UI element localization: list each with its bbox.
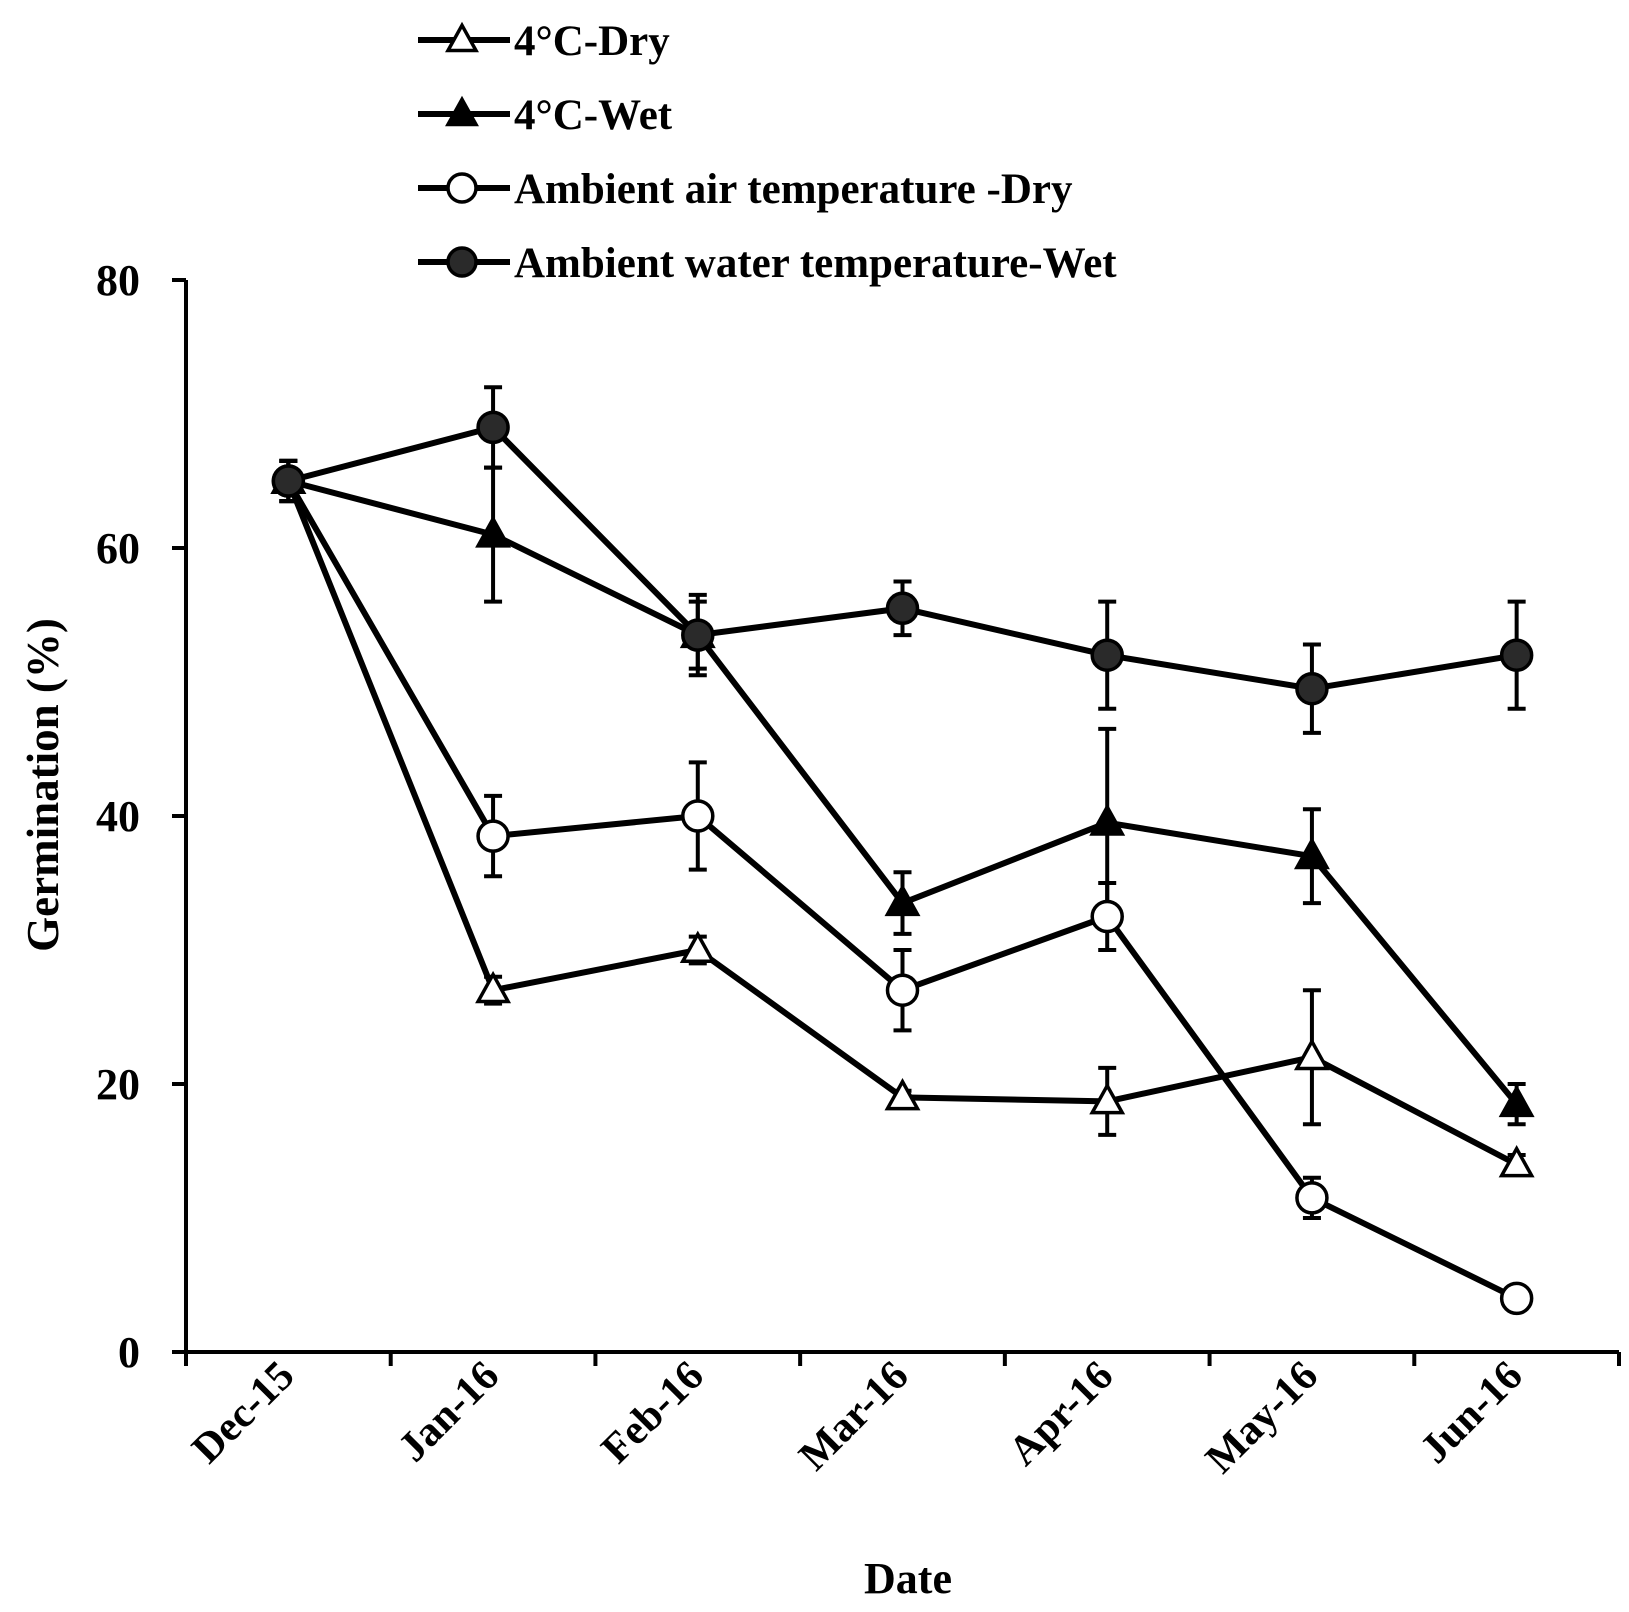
data-point bbox=[884, 883, 921, 917]
data-point bbox=[271, 464, 306, 498]
data-point bbox=[1089, 803, 1126, 836]
x-tick-label: Feb-16 bbox=[593, 1353, 713, 1473]
data-point bbox=[1090, 899, 1124, 934]
series-3 bbox=[271, 385, 1534, 735]
data-point bbox=[475, 970, 512, 1004]
y-tick-label: 40 bbox=[96, 792, 140, 841]
legend-item: 4°C-Wet bbox=[418, 92, 673, 139]
data-point bbox=[1498, 1145, 1535, 1178]
data-point bbox=[885, 591, 920, 626]
data-point bbox=[475, 515, 512, 548]
data-point bbox=[1498, 1084, 1535, 1118]
legend-item: Ambient air temperature -Dry bbox=[418, 166, 1073, 213]
y-tick-label: 20 bbox=[96, 1060, 140, 1109]
series-0 bbox=[270, 458, 1535, 1178]
data-point bbox=[885, 973, 920, 1007]
data-point bbox=[1499, 1281, 1534, 1316]
legend-item: 4°C-Dry bbox=[418, 18, 670, 65]
data-point bbox=[884, 1078, 921, 1111]
series-line bbox=[287, 424, 1518, 692]
legend-item: Ambient water temperature-Wet bbox=[418, 240, 1117, 287]
series-group bbox=[270, 385, 1535, 1316]
legend-marker bbox=[446, 246, 478, 278]
axes bbox=[184, 280, 1619, 1354]
legend-marker bbox=[446, 172, 478, 204]
legend-label: 4°C-Wet bbox=[514, 92, 673, 139]
legend-marker bbox=[445, 21, 479, 53]
data-point bbox=[1295, 671, 1329, 706]
data-point bbox=[1499, 638, 1534, 672]
y-ticks: 0 20 40 60 80 bbox=[96, 256, 186, 1377]
y-tick-label: 0 bbox=[118, 1328, 140, 1377]
data-point bbox=[681, 799, 715, 833]
legend-marker bbox=[445, 95, 479, 127]
data-point bbox=[679, 930, 716, 963]
data-point bbox=[681, 618, 715, 652]
data-point bbox=[1295, 1181, 1329, 1215]
data-point bbox=[1090, 638, 1124, 672]
x-tick-label: May-16 bbox=[1197, 1353, 1327, 1483]
legend: 4°C-Dry 4°C-Wet Ambient air temperature -D… bbox=[418, 18, 1117, 287]
data-point bbox=[1089, 1082, 1126, 1115]
x-tick-label: Jun-16 bbox=[1412, 1353, 1532, 1473]
y-axis-title: Germination (%) bbox=[18, 618, 68, 952]
data-point bbox=[476, 410, 510, 445]
data-point bbox=[1293, 836, 1330, 870]
x-ticks: Dec-15 Jan-16 Feb-16 Mar-16 Apr-16 May-16 Jun-… bbox=[183, 1352, 1621, 1483]
x-tick-label: Mar-16 bbox=[790, 1353, 917, 1480]
y-tick-label: 60 bbox=[96, 524, 140, 573]
data-point bbox=[1293, 1037, 1330, 1071]
x-tick-label: Apr-16 bbox=[1000, 1353, 1122, 1475]
legend-label: 4°C-Dry bbox=[514, 18, 670, 65]
x-tick-label: Jan-16 bbox=[390, 1353, 508, 1471]
x-axis-title: Date bbox=[864, 1554, 952, 1603]
data-point bbox=[476, 819, 510, 853]
y-tick-label: 80 bbox=[96, 256, 140, 305]
legend-label: Ambient air temperature -Dry bbox=[514, 166, 1073, 213]
legend-label: Ambient water temperature-Wet bbox=[514, 240, 1117, 287]
x-tick-label: Dec-15 bbox=[183, 1353, 303, 1473]
